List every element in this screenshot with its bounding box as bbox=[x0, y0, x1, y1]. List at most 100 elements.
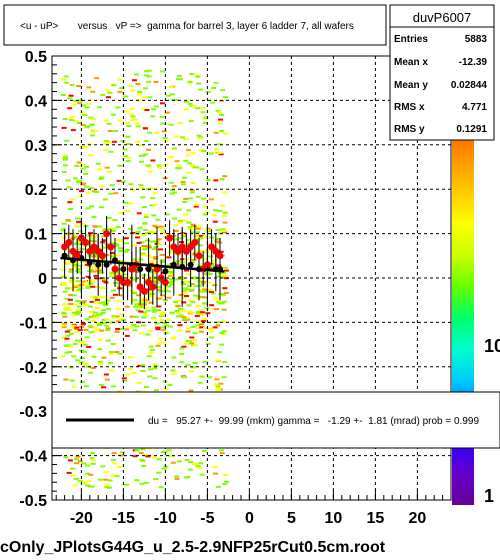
density-cell bbox=[214, 378, 220, 381]
density-cell bbox=[83, 284, 89, 287]
density-cell bbox=[127, 202, 133, 205]
red-point bbox=[69, 247, 77, 255]
density-cell bbox=[168, 181, 174, 184]
density-cell bbox=[197, 225, 203, 228]
density-cell bbox=[140, 196, 146, 199]
density-cell bbox=[152, 363, 158, 366]
density-cell bbox=[117, 78, 123, 81]
density-cell bbox=[196, 305, 201, 307]
density-cell bbox=[109, 184, 115, 187]
density-cell bbox=[110, 227, 116, 230]
density-cell bbox=[115, 320, 121, 323]
density-cell bbox=[104, 166, 110, 169]
density-cell bbox=[136, 381, 142, 384]
density-cell bbox=[200, 296, 206, 299]
density-cell bbox=[166, 256, 172, 259]
density-cell bbox=[77, 180, 83, 182]
density-cell bbox=[93, 311, 99, 314]
density-cell bbox=[113, 192, 119, 195]
density-cell bbox=[103, 281, 109, 284]
density-cell bbox=[171, 372, 177, 375]
density-cell bbox=[149, 351, 155, 354]
density-cell bbox=[88, 234, 94, 237]
stats-label-rms-x: RMS x bbox=[394, 102, 425, 113]
density-cell bbox=[125, 121, 131, 124]
density-cell bbox=[67, 459, 73, 462]
density-cell bbox=[111, 385, 116, 388]
density-cell bbox=[222, 361, 228, 363]
density-cell bbox=[122, 379, 127, 382]
density-cell bbox=[115, 307, 121, 310]
density-cell bbox=[101, 309, 106, 312]
density-cell bbox=[216, 143, 222, 146]
density-cell bbox=[128, 113, 134, 116]
density-cell bbox=[134, 325, 140, 328]
density-cell bbox=[115, 106, 121, 109]
density-cell bbox=[79, 242, 85, 245]
density-cell bbox=[105, 327, 111, 330]
density-cell bbox=[203, 116, 209, 119]
density-cell bbox=[142, 87, 148, 90]
x-tick-label: -20 bbox=[70, 510, 93, 527]
density-cell bbox=[76, 268, 82, 270]
density-cell bbox=[201, 150, 207, 152]
density-cell bbox=[221, 320, 227, 323]
density-cell bbox=[70, 324, 76, 327]
density-cell bbox=[202, 318, 208, 320]
density-cell bbox=[138, 332, 144, 335]
density-cell bbox=[69, 287, 75, 290]
density-cell bbox=[159, 253, 165, 256]
density-cell bbox=[107, 479, 113, 482]
density-cell bbox=[64, 337, 70, 340]
density-cell bbox=[60, 311, 66, 314]
density-cell bbox=[219, 449, 224, 452]
density-cell bbox=[143, 127, 148, 130]
density-cell bbox=[80, 357, 85, 359]
density-cell bbox=[147, 96, 153, 99]
density-cell bbox=[145, 309, 151, 312]
density-cell bbox=[70, 129, 76, 132]
density-cell bbox=[171, 336, 177, 339]
density-cell bbox=[216, 111, 222, 114]
density-cell bbox=[73, 265, 79, 268]
density-cell bbox=[130, 189, 136, 192]
red-point bbox=[145, 278, 153, 286]
density-cell bbox=[114, 271, 119, 274]
density-cell bbox=[71, 385, 77, 388]
density-cell bbox=[157, 342, 163, 345]
density-cell bbox=[63, 75, 69, 78]
density-cell bbox=[190, 152, 196, 155]
density-cell bbox=[69, 379, 75, 382]
density-cell bbox=[164, 213, 170, 216]
density-cell bbox=[183, 138, 189, 141]
density-cell bbox=[172, 217, 178, 220]
density-cell bbox=[109, 242, 115, 245]
density-cell bbox=[75, 300, 81, 302]
density-cell bbox=[222, 175, 228, 178]
density-cell bbox=[108, 352, 114, 355]
density-cell bbox=[150, 159, 156, 162]
density-cell bbox=[80, 322, 86, 325]
density-cell bbox=[169, 192, 175, 195]
density-cell bbox=[126, 143, 132, 145]
density-cell bbox=[141, 311, 147, 314]
density-cell bbox=[186, 221, 192, 224]
density-cell bbox=[73, 477, 79, 480]
y-tick-label: -0.4 bbox=[19, 449, 47, 466]
density-cell bbox=[137, 364, 143, 367]
density-cell bbox=[160, 70, 166, 73]
density-cell bbox=[169, 189, 175, 192]
density-cell bbox=[89, 485, 95, 488]
density-cell bbox=[152, 224, 158, 227]
density-cell bbox=[124, 242, 130, 245]
density-cell bbox=[91, 215, 97, 218]
density-cell bbox=[113, 282, 119, 284]
density-cell bbox=[223, 132, 229, 135]
density-cell bbox=[189, 370, 195, 373]
density-cell bbox=[196, 82, 202, 85]
density-cell bbox=[100, 93, 106, 96]
density-cell bbox=[180, 136, 185, 139]
density-cell bbox=[195, 107, 200, 110]
title-box: <u - uP> versus vP => gamma for barrel 3… bbox=[3, 4, 387, 46]
density-cell bbox=[138, 160, 144, 163]
